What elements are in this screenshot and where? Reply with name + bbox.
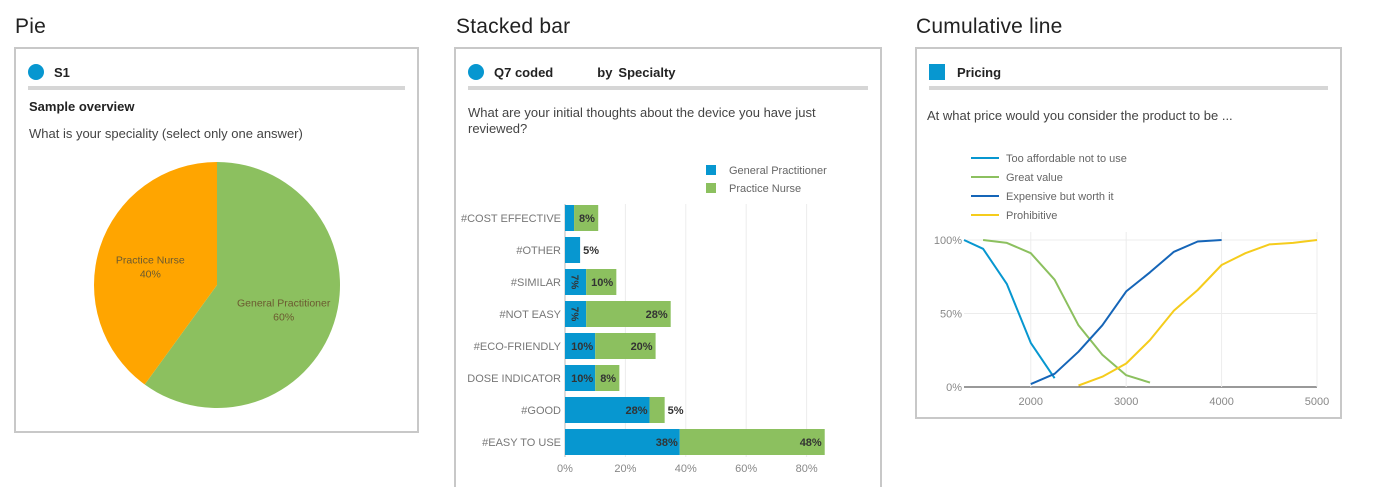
bar-value-label: 7% <box>569 307 580 322</box>
category-label: #COST EFFECTIVE <box>461 213 561 225</box>
category-label: #ECO-FRIENDLY <box>474 341 562 353</box>
pie-section-title: Pie <box>15 15 46 38</box>
bar-value-label: 48% <box>800 437 822 449</box>
legend-swatch <box>706 183 716 193</box>
bar-value-label: 8% <box>579 213 595 225</box>
series-line <box>963 239 1056 379</box>
cumulative-line-chart: 0% 50% 100% 2000 3000 4000 5000 Too affordable … <box>934 153 1329 408</box>
bar-segment <box>649 397 665 423</box>
category-label: #EASY TO USE <box>482 437 561 449</box>
legend-label: Practice Nurse <box>729 183 801 195</box>
x-tick-label: 3000 <box>1114 396 1138 408</box>
legend-label: General Practitioner <box>729 165 827 177</box>
category-label: #SIMILAR <box>511 277 561 289</box>
legend-label: Too affordable not to use <box>1006 153 1127 165</box>
bar-value-label: 8% <box>600 373 616 385</box>
x-tick-label: 20% <box>614 463 636 475</box>
bar-segment <box>586 301 671 327</box>
legend-label: Great value <box>1006 172 1063 184</box>
pie-slice-label: Practice Nurse <box>116 254 185 266</box>
pie-slice <box>93 162 217 385</box>
series-line <box>1030 239 1222 386</box>
circle-icon <box>28 64 44 80</box>
legend-label: Expensive but worth it <box>1006 191 1114 203</box>
bar-card-title[interactable]: Q7 coded <box>494 64 554 80</box>
pie-slice-value: 40% <box>140 268 161 280</box>
bar-segment <box>565 301 587 327</box>
bar-segment <box>565 429 680 455</box>
category-label: #GOOD <box>521 405 561 417</box>
bar-value-label: 28% <box>646 309 668 321</box>
x-tick-label: 2000 <box>1019 396 1043 408</box>
bar-card-by: by <box>597 64 613 80</box>
category-label: DOSE INDICATOR <box>467 373 561 385</box>
line-card: Pricing At what price would you consider… <box>915 47 1342 419</box>
x-tick-label: 60% <box>735 463 757 475</box>
bar-value-label: 38% <box>656 437 678 449</box>
line-card-question: At what price would you consider the pro… <box>927 108 1233 123</box>
bar-value-label: 28% <box>626 405 648 417</box>
legend-swatch <box>706 165 716 175</box>
bar-segment <box>565 205 575 231</box>
bar-segment <box>595 365 620 391</box>
stacked-bar-chart: 0% 20% 40% 60% 80% General Practitioner Practi… <box>461 165 827 475</box>
line-card-title[interactable]: Pricing <box>957 64 1002 80</box>
bar-section-title: Stacked bar <box>456 15 571 38</box>
bar-segment <box>586 269 617 295</box>
pie-slice <box>144 162 340 408</box>
bar-segment <box>565 333 596 359</box>
pie-card-title[interactable]: S1 <box>54 64 70 80</box>
category-label: #NOT EASY <box>499 309 561 321</box>
bar-segment <box>595 333 656 359</box>
pie-chart: General Practitioner 60% Practice Nurse 40% <box>93 162 340 408</box>
bar-segment <box>679 429 825 455</box>
bar-value-label: 10% <box>571 341 593 353</box>
bar-value-label: 5% <box>668 405 684 417</box>
bar-value-label: 10% <box>571 373 593 385</box>
circle-icon <box>468 64 484 80</box>
bar-value-label: 7% <box>569 275 580 290</box>
bar-segment <box>574 205 599 231</box>
bar-card-header: Q7 coded by Specialty <box>468 58 868 90</box>
bar-card: Q7 coded by Specialty What are your init… <box>454 47 882 487</box>
pie-slice-value: 60% <box>273 312 294 324</box>
bar-value-label: 20% <box>631 341 653 353</box>
x-tick-label: 4000 <box>1209 396 1233 408</box>
series-line <box>982 239 1151 384</box>
bar-segment <box>565 365 596 391</box>
square-icon <box>929 64 945 80</box>
x-tick-label: 5000 <box>1305 396 1329 408</box>
category-label: #OTHER <box>516 245 561 257</box>
bar-segment <box>565 269 587 295</box>
y-tick-label: 0% <box>946 382 962 394</box>
y-tick-label: 100% <box>934 235 962 247</box>
pie-slice-label: General Practitioner <box>237 298 331 310</box>
pie-card: S1 Sample overview What is your speciali… <box>14 47 419 433</box>
line-section-title: Cumulative line <box>916 15 1063 38</box>
bar-segment <box>565 237 581 263</box>
x-tick-label: 40% <box>675 463 697 475</box>
pie-card-subtitle: Sample overview <box>29 99 135 114</box>
pie-card-question: What is your speciality (select only one… <box>29 126 303 141</box>
line-card-header: Pricing <box>929 58 1328 90</box>
bar-value-label: 5% <box>583 245 599 257</box>
bar-card-specialty[interactable]: Specialty <box>618 64 676 80</box>
pie-card-header: S1 <box>28 58 405 90</box>
x-tick-label: 0% <box>557 463 573 475</box>
x-tick-label: 80% <box>796 463 818 475</box>
bar-value-label: 10% <box>591 277 613 289</box>
bar-segment <box>565 397 650 423</box>
legend-label: Prohibitive <box>1006 210 1057 222</box>
series-line <box>1078 239 1318 387</box>
bar-card-question: What are your initial thoughts about the… <box>468 105 816 136</box>
y-tick-label: 50% <box>940 309 962 321</box>
